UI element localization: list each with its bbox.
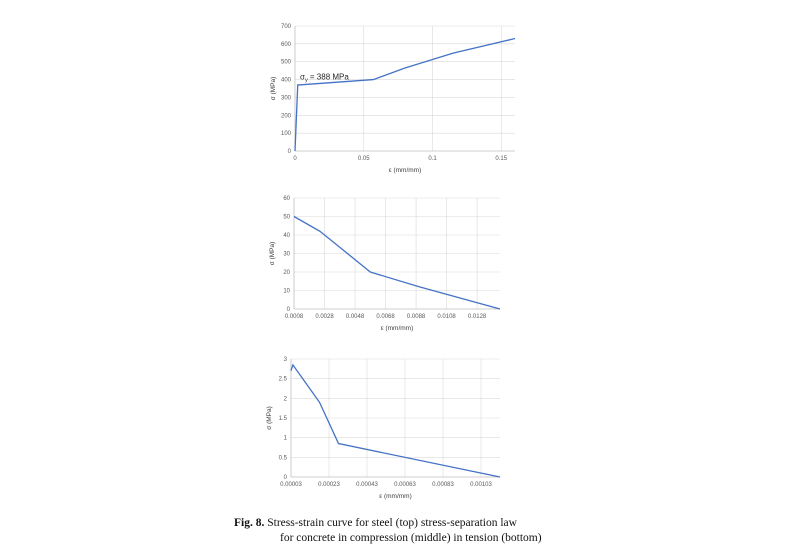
y-tick-label: 20 [283,270,290,276]
yield-subscript: y [305,78,308,84]
x-tick-label: 0.0008 [285,314,304,320]
y-tick-label: 200 [281,113,292,119]
x-tick-label: 0.00083 [432,482,454,488]
x-tick-label: 0 [293,156,297,162]
x-tick-label: 0.0068 [376,314,395,320]
x-tick-label: 0.00003 [280,482,302,488]
y-tick-label: 2 [284,396,288,402]
y-tick-label: 0 [287,307,291,313]
y-tick-label: 30 [283,252,290,258]
x-tick-label: 0.1 [428,156,437,162]
y-tick-label: 10 [283,289,290,295]
yield-annotation: σy = 388 MPa [300,73,349,84]
x-tick-label: 0.00023 [318,482,340,488]
caption-line-1: Fig. 8. Stress-strain curve for steel (t… [234,516,594,531]
y-tick-label: 0 [288,149,292,155]
y-tick-label: 600 [281,42,292,48]
series-line [290,363,501,478]
x-tick-label: 0.05 [358,156,370,162]
x-axis-title: ε (mm/mm) [381,325,414,332]
y-tick-label: 2.5 [279,377,288,383]
y-tick-label: 0 [284,475,288,481]
x-tick-label: 0.00103 [470,482,492,488]
x-axis-title: ε (mm/mm) [389,167,422,174]
x-tick-label: 0.0128 [468,314,487,320]
caption-line-2: for concrete in compression (middle) in … [280,532,542,544]
y-tick-label: 1 [284,436,288,442]
figure-caption: Fig. 8. Stress-strain curve for steel (t… [234,516,594,546]
y-tick-label: 3 [284,357,288,363]
y-axis-title: σ (MPa) [269,242,276,266]
y-tick-label: 700 [281,24,292,30]
y-tick-label: 50 [283,215,290,221]
x-tick-label: 0.0028 [315,314,334,320]
series-line [293,215,501,310]
x-tick-label: 0.0108 [437,314,456,320]
x-axis-title: ε (mm/mm) [379,493,412,500]
x-tick-label: 0.0088 [407,314,426,320]
y-tick-label: 40 [283,233,290,239]
steel-stress-strain-chart: 0 100 200 300 400 500 600 700 0 0.05 0.1 0.15 ε (mm/… [270,24,516,174]
x-tick-label: 0.15 [495,156,507,162]
figure-number: Fig. 8. [234,517,265,529]
y-tick-label: 400 [281,78,292,84]
y-tick-label: 0.5 [279,455,288,461]
y-tick-label: 60 [283,196,290,202]
series-line [294,37,516,152]
y-tick-label: 500 [281,60,292,66]
y-axis-title: σ (MPa) [266,406,273,430]
y-tick-label: 100 [281,131,292,137]
yield-symbol: σ [300,73,305,82]
concrete-tension-chart: 0 0.5 1 1.5 2 2.5 3 0.00003 0.00023 0.00043 0.0006… [266,357,501,500]
x-tick-label: 0.0048 [346,314,365,320]
x-tick-label: 0.00043 [356,482,378,488]
y-tick-label: 1.5 [279,416,288,422]
x-tick-label: 0.00063 [394,482,416,488]
y-tick-label: 300 [281,95,292,101]
concrete-compression-chart: 0 10 20 30 40 50 60 0.0008 0.0028 0.0048 0.0068 0.0… [269,196,501,332]
caption-text-1: Stress-strain curve for steel (top) stre… [264,517,517,529]
y-axis-title: σ (MPa) [270,77,277,101]
yield-value: = 388 MPa [308,73,350,82]
